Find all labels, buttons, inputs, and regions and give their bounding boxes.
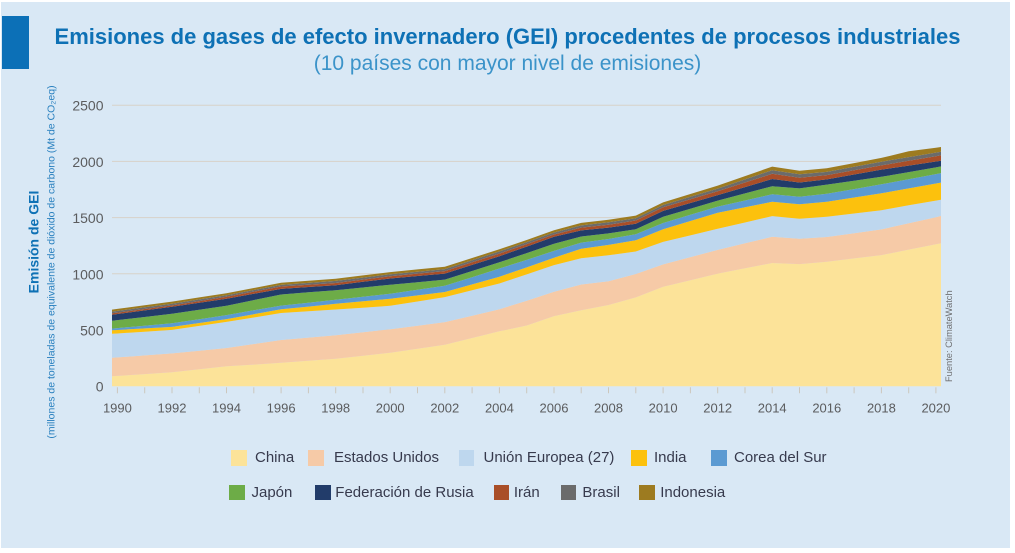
svg-text:2020: 2020 bbox=[921, 400, 950, 415]
svg-text:1998: 1998 bbox=[321, 400, 350, 415]
svg-text:2000: 2000 bbox=[376, 400, 405, 415]
svg-text:2008: 2008 bbox=[594, 400, 623, 415]
svg-text:1990: 1990 bbox=[103, 400, 132, 415]
svg-text:1500: 1500 bbox=[72, 210, 103, 226]
svg-text:500: 500 bbox=[80, 323, 104, 339]
svg-text:2500: 2500 bbox=[72, 98, 103, 114]
svg-text:1996: 1996 bbox=[267, 400, 296, 415]
svg-text:(millones de toneladas de equi: (millones de toneladas de equivalente de… bbox=[46, 85, 58, 438]
svg-text:0: 0 bbox=[96, 379, 104, 395]
svg-text:2010: 2010 bbox=[649, 400, 678, 415]
svg-text:2000: 2000 bbox=[72, 154, 103, 170]
svg-text:2002: 2002 bbox=[430, 400, 459, 415]
svg-text:1000: 1000 bbox=[72, 266, 103, 282]
svg-text:1992: 1992 bbox=[158, 400, 187, 415]
svg-text:2004: 2004 bbox=[485, 400, 514, 415]
svg-text:2012: 2012 bbox=[703, 400, 732, 415]
svg-text:2006: 2006 bbox=[540, 400, 569, 415]
svg-text:1994: 1994 bbox=[212, 400, 241, 415]
svg-text:2016: 2016 bbox=[812, 400, 841, 415]
svg-text:2014: 2014 bbox=[758, 400, 787, 415]
svg-text:Emisión de GEI: Emisión de GEI bbox=[26, 191, 42, 294]
svg-text:2018: 2018 bbox=[867, 400, 896, 415]
svg-text:Fuente: ClimateWatch: Fuente: ClimateWatch bbox=[944, 290, 954, 382]
